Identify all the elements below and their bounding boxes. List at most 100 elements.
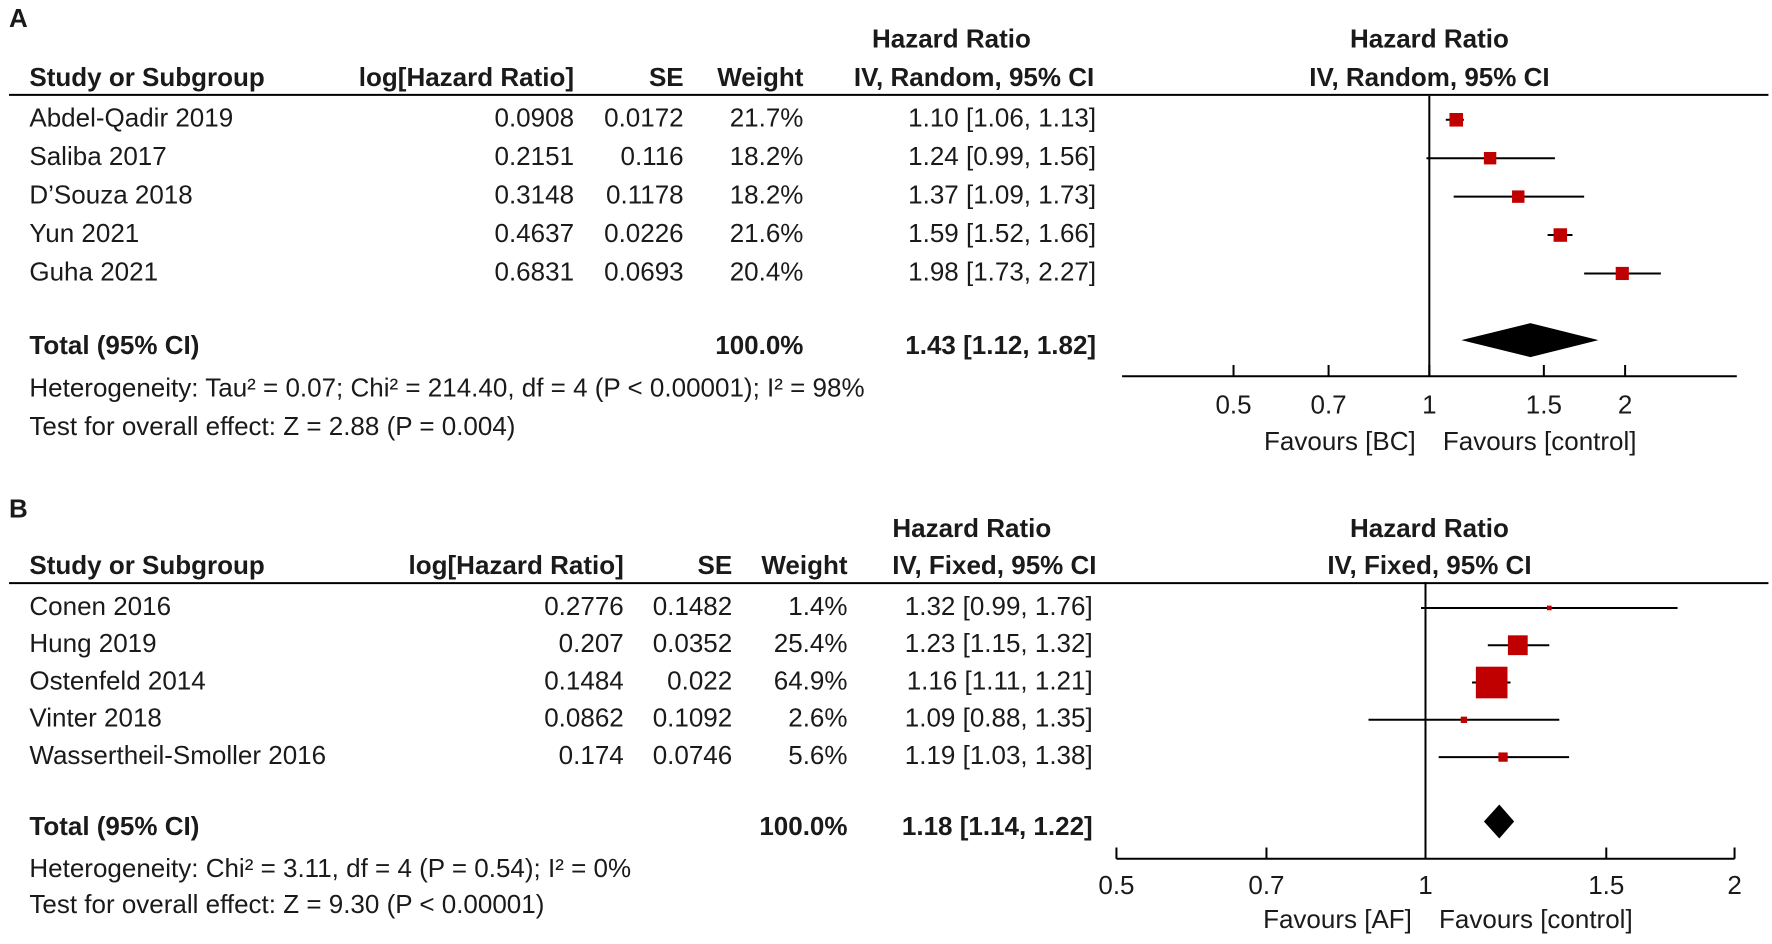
effect-square — [1483, 151, 1497, 165]
column-header: Weight — [761, 550, 848, 580]
weight: 5.6% — [788, 740, 847, 770]
favours-left: Favours [BC] — [1264, 426, 1416, 456]
log-hr: 0.2151 — [495, 141, 575, 171]
x-tick-label: 1 — [1418, 870, 1432, 900]
log-hr: 0.0908 — [495, 103, 575, 133]
effect-square — [1512, 190, 1525, 203]
column-header: log[Hazard Ratio] — [409, 550, 624, 580]
effect-ci: 1.09 [0.88, 1.35] — [905, 703, 1093, 733]
effect-square — [1553, 228, 1568, 242]
effect-square — [1615, 266, 1629, 281]
se: 0.1178 — [606, 179, 684, 209]
se: 0.0746 — [653, 740, 733, 770]
log-hr: 0.4637 — [495, 218, 575, 248]
log-hr: 0.0862 — [544, 703, 624, 733]
se: 0.0172 — [604, 103, 684, 133]
column-header: log[Hazard Ratio] — [359, 62, 574, 92]
plot-method: IV, Fixed, 95% CI — [1327, 550, 1531, 580]
plot-title: Hazard Ratio — [1350, 513, 1509, 543]
effect-ci: 1.24 [0.99, 1.56] — [908, 141, 1096, 171]
log-hr: 0.3148 — [495, 179, 575, 209]
column-header: SE — [698, 550, 733, 580]
total-effect-ci: 1.43 [1.12, 1.82] — [905, 330, 1096, 360]
log-hr: 0.1484 — [544, 665, 624, 695]
log-hr: 0.174 — [559, 740, 624, 770]
se: 0.022 — [667, 665, 732, 695]
weight: 21.6% — [730, 218, 804, 248]
study-name: Wassertheil-Smoller 2016 — [29, 740, 326, 770]
effect-ci: 1.37 [1.09, 1.73] — [908, 179, 1096, 209]
weight: 18.2% — [730, 141, 804, 171]
se: 0.0352 — [653, 628, 733, 658]
total-effect-ci: 1.18 [1.14, 1.22] — [902, 811, 1093, 841]
weight: 18.2% — [730, 179, 804, 209]
effect-method: IV, Random, 95% CI — [854, 62, 1094, 92]
effect-square — [1449, 113, 1464, 127]
favours-right: Favours [control] — [1443, 426, 1637, 456]
total-diamond — [1461, 323, 1599, 358]
se: 0.116 — [621, 141, 684, 171]
effect-ci: 1.32 [0.99, 1.76] — [905, 591, 1093, 621]
x-tick-label: 0.5 — [1098, 870, 1134, 900]
effect-square — [1460, 716, 1468, 723]
study-name: Yun 2021 — [29, 218, 139, 248]
x-tick-label: 1.5 — [1526, 390, 1562, 420]
effect-ci: 1.10 [1.06, 1.13] — [908, 103, 1096, 133]
effect-ci: 1.59 [1.52, 1.66] — [908, 218, 1096, 248]
x-tick-label: 1.5 — [1588, 870, 1624, 900]
plot-method: IV, Random, 95% CI — [1309, 62, 1549, 92]
weight: 20.4% — [730, 256, 804, 286]
study-name: Ostenfeld 2014 — [29, 665, 205, 695]
x-tick-label: 2 — [1727, 870, 1741, 900]
effect-ci: 1.23 [1.15, 1.32] — [905, 628, 1093, 658]
weight: 25.4% — [774, 628, 848, 658]
se: 0.0693 — [604, 256, 684, 286]
x-tick-label: 0.7 — [1248, 870, 1284, 900]
weight: 64.9% — [774, 665, 848, 695]
x-tick-label: 0.5 — [1215, 390, 1251, 420]
total-weight: 100.0% — [759, 811, 847, 841]
effect-square — [1546, 605, 1552, 611]
x-tick-label: 1 — [1422, 390, 1436, 420]
study-name: Abdel-Qadir 2019 — [29, 103, 233, 133]
study-name: Hung 2019 — [29, 628, 156, 658]
heterogeneity: Heterogeneity: Tau² = 0.07; Chi² = 214.4… — [29, 373, 864, 403]
column-header: SE — [649, 62, 684, 92]
panel-label: A — [9, 3, 28, 33]
effect-square — [1475, 666, 1508, 699]
overall-test: Test for overall effect: Z = 2.88 (P = 0… — [29, 411, 515, 441]
total-label: Total (95% CI) — [29, 330, 199, 360]
column-header: Weight — [717, 62, 804, 92]
effect-ci: 1.16 [1.11, 1.21] — [907, 665, 1093, 695]
panel-label: B — [9, 494, 28, 524]
se: 0.1092 — [653, 703, 733, 733]
effect-ci: 1.19 [1.03, 1.38] — [905, 740, 1093, 770]
study-name: Vinter 2018 — [29, 703, 162, 733]
study-name: D’Souza 2018 — [29, 179, 192, 209]
study-name: Saliba 2017 — [29, 141, 166, 171]
favours-left: Favours [AF] — [1263, 904, 1412, 934]
log-hr: 0.207 — [559, 628, 624, 658]
study-name: Guha 2021 — [29, 256, 158, 286]
heterogeneity: Heterogeneity: Chi² = 3.11, df = 4 (P = … — [29, 853, 631, 883]
effect-ci: 1.98 [1.73, 2.27] — [908, 256, 1096, 286]
weight: 1.4% — [788, 591, 847, 621]
total-weight: 100.0% — [715, 330, 803, 360]
effect-method: IV, Fixed, 95% CI — [892, 550, 1096, 580]
log-hr: 0.6831 — [495, 256, 575, 286]
effect-title: Hazard Ratio — [872, 24, 1031, 54]
x-tick-label: 0.7 — [1310, 390, 1346, 420]
column-header: Study or Subgroup — [29, 550, 264, 580]
total-label: Total (95% CI) — [29, 811, 199, 841]
overall-test: Test for overall effect: Z = 9.30 (P < 0… — [29, 889, 544, 919]
study-name: Conen 2016 — [29, 591, 171, 621]
effect-square — [1498, 752, 1508, 762]
column-header: Study or Subgroup — [29, 62, 264, 92]
weight: 21.7% — [730, 103, 804, 133]
effect-square — [1507, 635, 1528, 656]
log-hr: 0.2776 — [544, 591, 624, 621]
se: 0.1482 — [653, 591, 733, 621]
effect-title: Hazard Ratio — [892, 513, 1051, 543]
